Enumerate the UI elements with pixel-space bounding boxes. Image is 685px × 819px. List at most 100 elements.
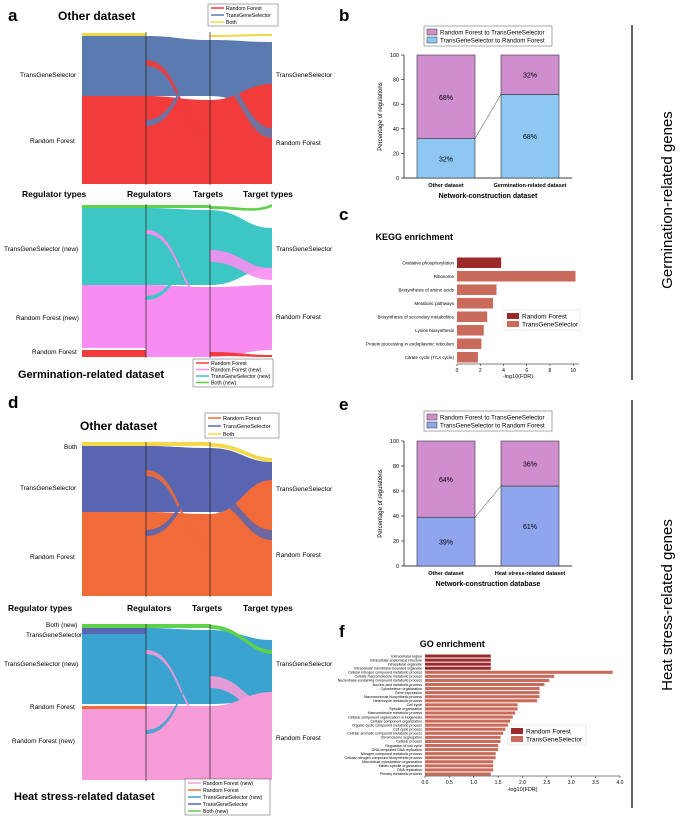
- flow-heat-tgs-b: [82, 628, 146, 634]
- legend-both: Both: [226, 20, 237, 26]
- flow-rf-targets: [146, 96, 210, 184]
- x-tick-label: 0.5: [446, 780, 453, 786]
- flow-rf-types: [210, 84, 272, 184]
- legend-b-both-new: Both (new): [211, 381, 236, 387]
- flow-heat-tgs-to-rf: [210, 492, 272, 540]
- x-tick-label: 4.0: [617, 780, 624, 786]
- bar: [425, 703, 518, 707]
- x-tick-label: 1.0: [470, 780, 477, 786]
- category-label: Cell cycle process: [393, 727, 422, 731]
- panel-label-c: c: [339, 205, 348, 224]
- data-label-high: 32%: [523, 73, 537, 80]
- d-legend-rf: Random Forest: [223, 416, 261, 422]
- bar: [425, 682, 545, 687]
- bar: [457, 338, 482, 350]
- category-label: Mitotic spindle organization: [379, 764, 422, 768]
- bar: [425, 772, 491, 776]
- x-tick-label: 2.0: [519, 780, 526, 786]
- chart-title: GO enrichment: [420, 639, 485, 649]
- data-label-high: 68%: [439, 95, 453, 102]
- axis-label-targets: Targets: [193, 189, 223, 199]
- bar: [425, 760, 494, 764]
- category-label: Lysine biosynthesis: [415, 328, 455, 333]
- category-label: Microtubule cytoskeleton organization: [362, 760, 422, 764]
- a-right-rf: Random Forest: [276, 140, 321, 147]
- flow-heat-cross-2: [146, 480, 210, 536]
- category-label: Heterocycle metabolic process: [373, 699, 422, 703]
- d-legend-both: Both: [223, 432, 234, 438]
- flow-heat-both-types: [210, 443, 272, 462]
- chart-b-stacked-bar: 0 20 40 60 80 100 32% 68% Other dataset 68% 32% Ger…: [378, 25, 572, 200]
- y-tick-label: 60: [393, 489, 399, 495]
- flow-both: [82, 33, 146, 36]
- x-tick-label: Other dataset: [428, 183, 464, 189]
- bar: [425, 743, 499, 748]
- panel-label-a: a: [8, 6, 18, 25]
- bar: [425, 727, 506, 731]
- d-left-tgs: TransGeneSelector: [20, 485, 77, 492]
- flow-tgs-targets: [146, 36, 210, 96]
- axis-label-regulator-types: Regulator types: [22, 189, 87, 199]
- panel-label-e: e: [339, 395, 348, 414]
- bar-segment-high: [500, 440, 560, 487]
- chart-title: KEGG enrichment: [376, 232, 454, 242]
- category-label: Citrate cycle (TCA cycle): [405, 355, 455, 360]
- bar: [425, 719, 511, 723]
- y-tick-label: 100: [390, 439, 399, 445]
- category-label: Intracellular anatomical structure: [370, 658, 422, 662]
- bar: [457, 270, 576, 282]
- a-bottom-left-rf: Random Forest: [32, 349, 77, 356]
- data-label-low: 39%: [439, 540, 453, 547]
- bar: [425, 768, 494, 772]
- category-label: Cellular nitrogen compound metabolic pro…: [348, 671, 422, 675]
- axis-label-target-types: Target types: [243, 189, 293, 199]
- d-axis-label-regulator-types: Regulator types: [8, 603, 73, 613]
- y-axis-title: Percentage of regulations: [378, 82, 384, 150]
- bar: [425, 711, 516, 715]
- panel-a-bottom-sankey: TransGeneSelector (new) Random Forest (n…: [4, 204, 333, 388]
- panel-d-bottom-title: Heat stress-related dataset: [14, 791, 155, 803]
- legend-label-tgs: TransGeneSelector: [526, 737, 583, 744]
- flow-both-types-b: [210, 204, 272, 211]
- bar-segment-high: [500, 54, 560, 95]
- panel-d-title: Other dataset: [80, 419, 157, 433]
- panel-d-bottom-sankey: Both (new) TransGeneSelector TransGeneSe…: [4, 622, 333, 816]
- d-bottom-right-rf: Random Forest: [276, 735, 321, 742]
- legend-swatch-low: [426, 36, 438, 44]
- side-title-germination: Germination-related genes: [659, 111, 676, 289]
- bar: [425, 670, 613, 674]
- d-legend-b-tgs-new: TransGeneSelector (new): [203, 795, 262, 801]
- bar: [457, 284, 497, 296]
- category-label: Nucleic acid metabolic process: [373, 683, 423, 687]
- flow-rf-new-targets: [146, 285, 210, 357]
- flow-tgs-new-targets: [146, 208, 210, 285]
- category-label: Extracellular region: [391, 654, 422, 658]
- x-tick-label: 6: [525, 368, 528, 374]
- d-bottom-left-both-new: Both (new): [46, 622, 77, 629]
- bar-segment-low: [500, 485, 560, 567]
- legend-box: [503, 309, 581, 331]
- legend-swatch-tgs: [511, 736, 523, 742]
- panel-label-b: b: [339, 6, 349, 25]
- a-bottom-right-tgs: TransGeneSelector: [276, 246, 333, 253]
- d-bottom-left-rf-new: Random Forest (new): [12, 738, 75, 745]
- flow-rf-regulators-b: [82, 350, 146, 357]
- bar: [425, 715, 513, 719]
- category-label: Cellular macromolecule metabolic process: [354, 675, 422, 679]
- category-label: Protein processing in endoplasmic reticu…: [366, 341, 454, 346]
- connector-line: [474, 94, 502, 139]
- legend-tgs: TransGeneSelector: [226, 13, 271, 19]
- legend-label-low: TransGeneSelector to Random Forest: [440, 38, 545, 45]
- a-bottom-left-tgs-new: TransGeneSelector (new): [4, 246, 78, 253]
- bar: [425, 674, 555, 678]
- x-axis-title: -log10(FDR): [507, 787, 537, 793]
- legend-label-high: Random Forest to TransGeneSelector: [440, 30, 545, 37]
- flow-heat-rf-to-tgs: [210, 676, 272, 716]
- y-tick-label: 0: [396, 564, 399, 570]
- flow-rf-regulators: [82, 96, 146, 184]
- x-axis-title: -log10(FDR): [503, 374, 533, 380]
- d-legend-tgs: TransGeneSelector: [223, 424, 271, 430]
- x-tick-label: 3.5: [592, 780, 599, 786]
- x-tick-label: 2: [479, 368, 482, 374]
- category-label: Oxidative phosphorylation: [402, 260, 454, 265]
